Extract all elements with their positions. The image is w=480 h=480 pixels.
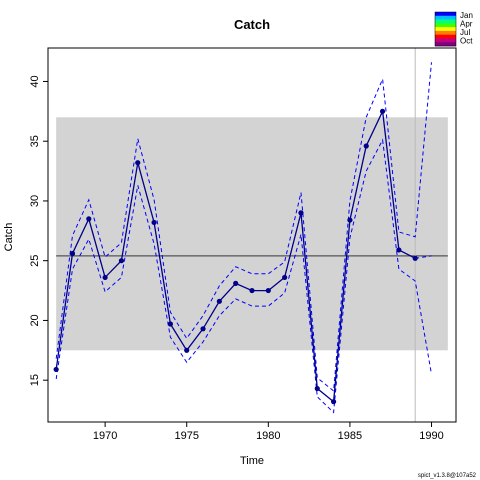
x-tick-label: 1985 [338,430,362,442]
y-tick-label: 35 [29,135,41,147]
data-point [314,385,320,392]
data-point [347,217,353,223]
plot-frame [47,47,457,423]
legend-color-bar-frame [434,11,457,47]
version-footer: spict_v1.3.8@107a52 [418,473,477,479]
data-point [86,216,92,222]
data-point [135,160,141,166]
data-point [363,143,369,149]
data-point [298,210,304,216]
data-point [233,280,239,286]
data-point [151,219,157,226]
legend-color-swatch [435,42,456,47]
legend-label: Jul [460,28,470,37]
legend-label: Jan [460,11,473,20]
legend-color-swatch [435,34,456,39]
reference-band [56,117,448,351]
data-point [249,287,255,294]
data-point [200,326,206,332]
x-tick-label: 1970 [93,430,117,442]
data-point [216,298,222,304]
y-tick-label: 30 [29,195,41,207]
legend-color-swatch [435,19,456,24]
legend-color-swatch [435,12,456,17]
data-point [53,366,59,373]
data-point [102,274,108,281]
y-tick-label: 40 [29,75,41,87]
data-point [167,321,173,327]
lower-ci-line [55,138,432,414]
data-point [396,247,402,253]
y-tick-label: 15 [29,374,41,386]
x-tick-label: 1975 [174,430,198,442]
x-tick-label: 1980 [256,430,280,442]
data-point [118,258,125,264]
data-point [184,347,190,353]
y-tick-label: 25 [29,255,41,267]
legend-label: Oct [460,37,473,46]
plot-area: 1970 1975 1980 1985 1990 15 20 25 30 35 40 [29,47,457,442]
upper-ci-line [55,62,432,392]
legend-color-swatch [435,38,456,43]
legend-color-swatch [435,23,456,28]
legend-label: Apr [460,20,473,29]
data-point [282,274,288,281]
x-axis-title: Time [240,455,264,467]
x-tick-label: 1990 [419,430,443,442]
data-point [265,287,271,294]
y-tick-label: 20 [29,314,41,326]
legend-color-swatch [435,30,456,35]
legend-color-swatch [435,15,456,20]
y-axis-title: Catch [3,223,15,252]
prediction-line [415,255,432,259]
legend-color-swatch [435,27,456,32]
chart-title: Catch [234,17,270,32]
data-point [69,250,76,257]
data-point [412,255,418,261]
data-point [331,399,337,405]
data-point [379,108,386,114]
